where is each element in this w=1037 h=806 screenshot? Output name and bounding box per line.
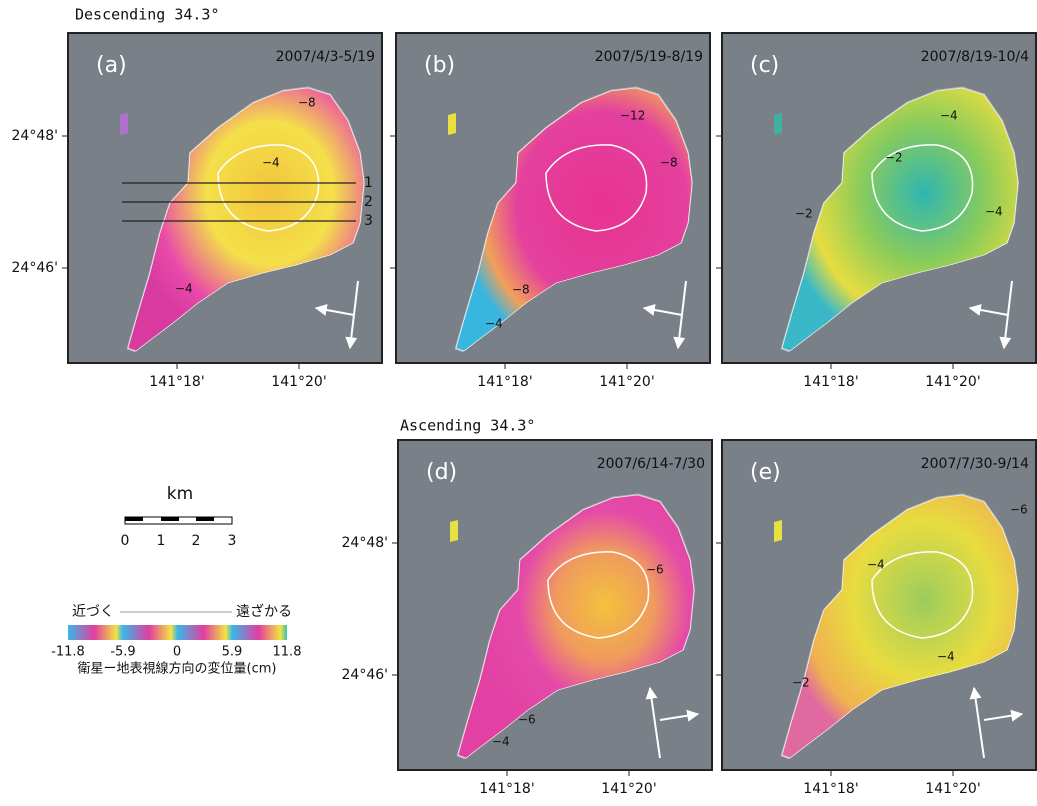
islet [450,520,458,542]
color-tick: 5.9 [222,645,243,660]
flight-arrow [983,709,1024,722]
lat-label: 24°48' [12,128,58,144]
panel-date: 2007/7/30-9/14 [921,456,1029,472]
islet [448,113,456,135]
contour-label: −2 [792,676,810,690]
lon-label: 141°20' [925,781,980,797]
profile-label: 1 [364,175,373,191]
scale-unit: km [167,484,193,504]
descending-title: Descending 34.3° [75,6,220,24]
flight-arrow [659,709,700,722]
scale-tick: 3 [228,533,237,549]
profile-label: 3 [364,213,373,229]
contour [871,551,974,639]
scale-tick: 2 [192,533,201,549]
legend: km 近づく 遠ざかる 衛星ー地表視線方向の変位量(cm) [68,484,292,677]
lon-label: 141°18' [479,781,534,797]
islet [774,520,782,542]
contour-label: −4 [262,156,280,170]
contour-label: −6 [518,713,536,727]
color-tick: -11.8 [51,645,85,660]
scale-tick: 1 [157,533,166,549]
contour-label: −2 [795,207,813,221]
map-panel: (a) 2007/4/3-5/19 −8 −4 −4 1 2 3 141°18' 141°20' 2… [12,32,383,390]
color-tick: 0 [173,645,181,660]
lat-label: 24°48' [342,535,388,551]
lon-label: 141°18' [803,374,858,390]
contour [871,144,974,232]
lat-label: 24°46' [12,260,58,276]
panel-label: (d) [426,460,457,485]
contour-label: −12 [620,109,645,123]
panel-date: 2007/8/19-10/4 [921,49,1029,65]
lon-label: 141°18' [477,374,532,390]
color-bar [68,625,287,640]
look-arrow [645,686,661,759]
panel-label: (e) [750,460,781,485]
contour-label: −8 [660,156,678,170]
contour [547,551,650,639]
scale-seg [125,517,143,521]
islet [774,113,782,135]
flight-arrow [642,304,683,316]
lon-label: 141°18' [149,374,204,390]
profile-label: 2 [364,194,373,210]
lon-label: 141°20' [271,374,326,390]
color-tick: -5.9 [110,645,135,660]
ascending-title: Ascending 34.3° [400,417,535,435]
contour-label: −6 [1010,503,1028,517]
islet [120,113,128,135]
panel-label: (c) [750,53,779,78]
panel-label: (b) [424,53,455,78]
lon-label: 141°20' [925,374,980,390]
look-arrow [969,686,985,759]
lon-label: 141°20' [599,374,654,390]
contour-label: −4 [492,735,510,749]
contour [545,144,648,232]
toward-label: 近づく [72,604,114,620]
contour-label: −4 [985,205,1003,219]
map-panel: (c) 2007/8/19-10/4 −4 −2 −2 −4 141°18' 141°20' [716,32,1037,390]
contour-label: −4 [485,317,503,331]
contour-label: −4 [175,282,193,296]
contour-label: −8 [298,96,316,110]
lat-label: 24°46' [342,667,388,683]
legend-caption: 衛星ー地表視線方向の変位量(cm) [78,661,277,677]
contour-label: −4 [867,558,885,572]
panel-date: 2007/6/14-7/30 [597,456,705,472]
lon-label: 141°18' [803,781,858,797]
contour-label: −6 [646,563,664,577]
panel-label: (a) [96,53,127,78]
scale-seg [196,517,214,521]
color-tick: 11.8 [273,645,302,660]
contour-label: −2 [885,151,903,165]
scale-seg [161,517,179,521]
panel-date: 2007/5/19-8/19 [595,49,703,65]
contour-label: −4 [937,650,955,664]
flight-arrow [314,304,355,316]
scale-tick: 0 [121,533,130,549]
contour-label: −8 [512,283,530,297]
lon-label: 141°20' [601,781,656,797]
away-label: 遠ざかる [236,603,292,620]
map-panel: (d) 2007/6/14-7/30 −6 −6 −4 141°18' 141°20' 24°… [342,439,713,797]
map-panel: (e) 2007/7/30-9/14 −6 −4 −4 −2 141°18' 141°20' [716,439,1037,797]
contour-label: −4 [940,109,958,123]
flight-arrow [968,304,1009,316]
panel-date: 2007/4/3-5/19 [276,49,375,65]
contour [217,144,320,232]
map-panel: (b) 2007/5/19-8/19 −12 −8 −8 −4 141°18' 141°20' [390,32,711,390]
